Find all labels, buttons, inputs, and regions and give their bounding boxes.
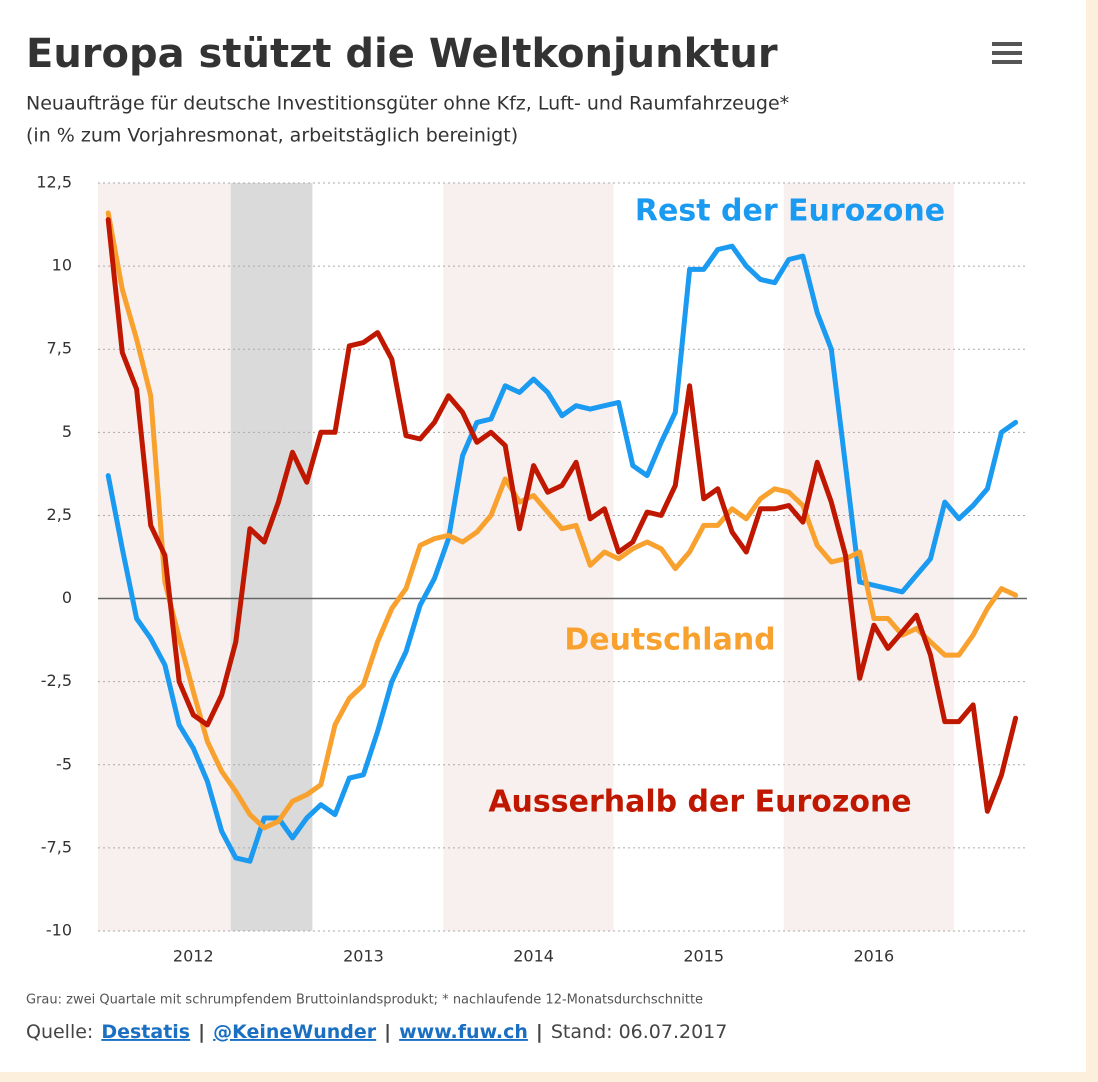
y-tick-label: 2,5: [47, 505, 72, 524]
separator: |: [384, 1021, 391, 1043]
source-link[interactable]: @KeineWunder: [213, 1021, 377, 1043]
subtitle: (in % zum Vorjahresmonat, arbeitstäglich…: [26, 125, 518, 147]
menu-bar[interactable]: [992, 42, 1022, 46]
source-date: Stand: 06.07.2017: [551, 1021, 727, 1043]
menu-icon[interactable]: [992, 42, 1022, 64]
subtitle: Neuaufträge für deutsche Investitionsgüt…: [26, 93, 789, 115]
series-line: [105, 217, 1019, 814]
source-link[interactable]: www.fuw.ch: [399, 1021, 528, 1043]
y-tick-label: 0: [62, 588, 72, 607]
menu-bar[interactable]: [992, 51, 1022, 55]
chart: Europa stützt die Weltkonjunktur Neuauft…: [0, 0, 1086, 1072]
shaded-band: [783, 183, 954, 931]
x-tick-label: 2015: [683, 947, 724, 966]
y-tick-label: -2,5: [41, 671, 72, 690]
y-tick-label: 7,5: [47, 339, 72, 358]
series-label: Deutschland: [564, 623, 775, 658]
separator: |: [536, 1021, 543, 1043]
series-label: Rest der Eurozone: [635, 194, 945, 229]
source-prefix: Quelle:: [26, 1021, 93, 1043]
chart-title: Europa stützt die Weltkonjunktur: [26, 31, 778, 77]
x-tick-label: 2016: [854, 947, 895, 966]
source-link[interactable]: Destatis: [101, 1021, 190, 1043]
y-tick-label: -10: [46, 921, 72, 940]
x-tick-label: 2014: [513, 947, 554, 966]
y-tick-label: 10: [52, 256, 72, 275]
y-tick-label: 5: [62, 422, 72, 441]
plot-area: -10 -7,5 -5 -2,5 0 2,5 5 7,5 10 12,5 2012 2013 2014 2…: [36, 173, 1027, 966]
footnote: Grau: zwei Quartale mit schrumpfendem Br…: [26, 993, 703, 1008]
y-tick-label: -5: [56, 754, 72, 773]
source: Quelle: Destatis | @KeineWunder | www.fuw.ch |…: [26, 1021, 727, 1043]
series-line: [105, 210, 1019, 831]
x-tick-label: 2013: [343, 947, 384, 966]
x-tick-label: 2012: [173, 947, 214, 966]
y-tick-label: -7,5: [41, 837, 72, 856]
series-label: Ausserhalb der Eurozone: [488, 785, 911, 820]
separator: |: [198, 1021, 205, 1043]
y-tick-label: 12,5: [36, 173, 72, 192]
menu-bar[interactable]: [992, 60, 1022, 64]
